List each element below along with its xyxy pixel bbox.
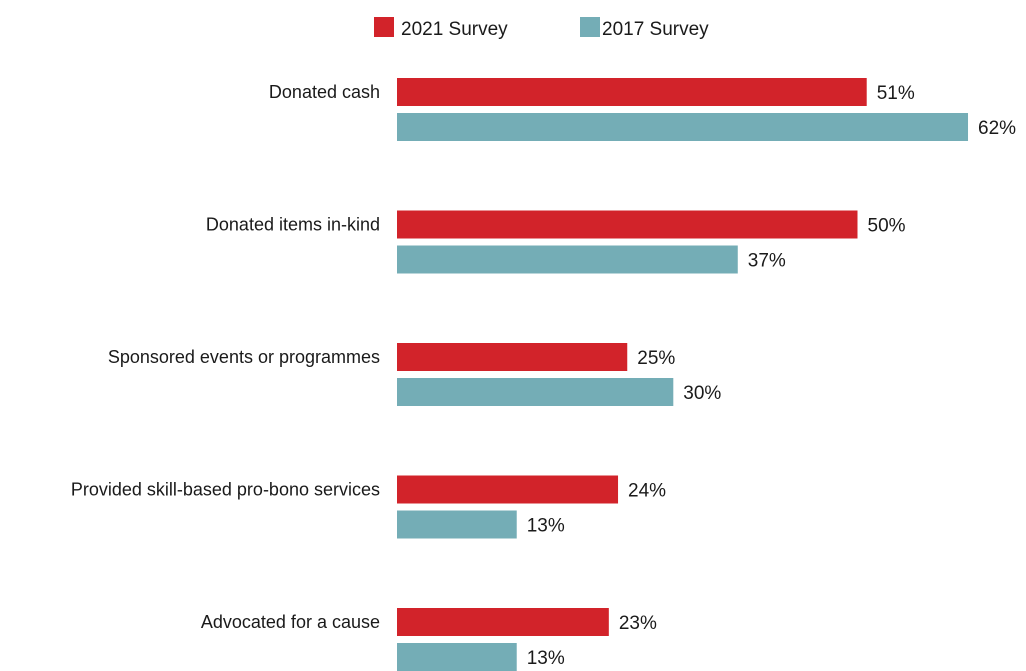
bar-2017-survey-advocated-for-a-cause: [397, 643, 517, 671]
legend-swatch-2017-survey: [580, 17, 600, 37]
bars-group: Donated cash 51% 62% Donated items in-kind 5…: [71, 78, 1016, 671]
bar-2017-survey-provided-skill-based-pro-bono-services: [397, 510, 517, 539]
data-label-2017-survey-provided-skill-based-pro-bono-services: 13%: [527, 516, 565, 537]
legend-label-2021-survey: 2021 Survey: [401, 19, 508, 40]
category-group-provided-skill-based-pro-bono-services: Provided skill-based pro-bono services 24…: [71, 475, 666, 539]
category-group-donated-cash: Donated cash 51% 62%: [269, 78, 1016, 141]
data-label-2021-survey-donated-items-in-kind: 50%: [868, 216, 906, 237]
legend-swatch-2021-survey: [374, 17, 394, 37]
legend-label-2017-survey: 2017 Survey: [602, 19, 709, 40]
bar-2021-survey-sponsored-events-or-programmes: [397, 343, 628, 371]
data-label-2021-survey-advocated-for-a-cause: 23%: [619, 613, 657, 634]
data-label-2017-survey-donated-cash: 62%: [978, 118, 1016, 139]
bar-2021-survey-donated-cash: [397, 78, 867, 106]
category-label: Sponsored events or programmes: [108, 347, 380, 367]
legend: 2021 Survey 2017 Survey: [374, 17, 709, 40]
bar-2017-survey-donated-items-in-kind: [397, 245, 738, 274]
data-label-2021-survey-donated-cash: 51%: [877, 83, 915, 104]
bar-2021-survey-provided-skill-based-pro-bono-services: [397, 475, 619, 504]
category-label: Donated items in-kind: [206, 215, 380, 235]
bar-2017-survey-donated-cash: [397, 113, 969, 141]
bar-2021-survey-advocated-for-a-cause: [397, 608, 609, 636]
data-label-2021-survey-sponsored-events-or-programmes: 25%: [637, 348, 675, 369]
bar-2021-survey-donated-items-in-kind: [397, 210, 858, 239]
category-group-sponsored-events-or-programmes: Sponsored events or programmes 25% 30%: [108, 343, 721, 406]
data-label-2021-survey-provided-skill-based-pro-bono-services: 24%: [628, 481, 666, 502]
category-label: Donated cash: [269, 82, 380, 102]
data-label-2017-survey-donated-items-in-kind: 37%: [748, 251, 786, 272]
category-group-donated-items-in-kind: Donated items in-kind 50% 37%: [206, 210, 906, 274]
data-label-2017-survey-sponsored-events-or-programmes: 30%: [683, 383, 721, 404]
category-label: Advocated for a cause: [201, 612, 380, 632]
data-label-2017-survey-advocated-for-a-cause: 13%: [527, 648, 565, 669]
category-group-advocated-for-a-cause: Advocated for a cause 23% 13%: [201, 608, 657, 671]
bar-2017-survey-sponsored-events-or-programmes: [397, 378, 674, 406]
category-label: Provided skill-based pro-bono services: [71, 480, 380, 500]
